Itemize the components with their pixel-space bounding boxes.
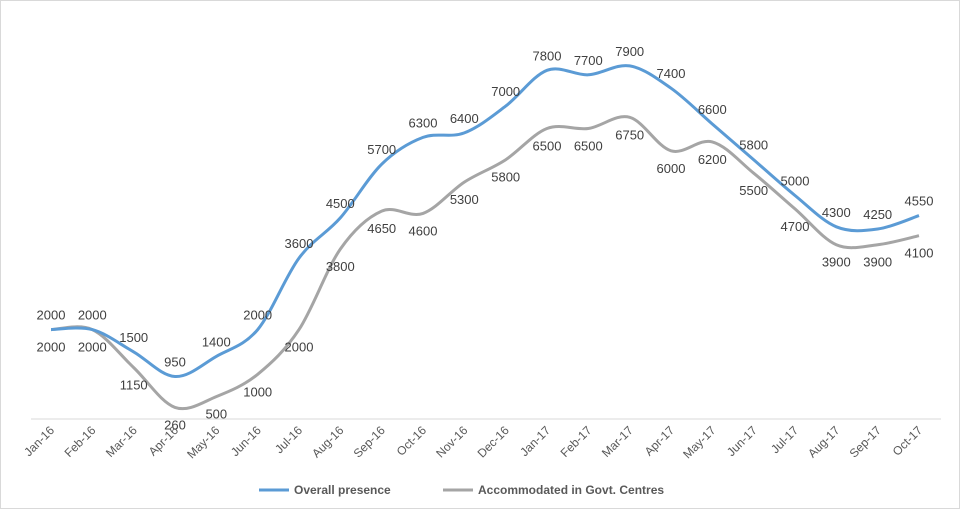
data-label-accommodated: 4650 bbox=[367, 221, 396, 236]
x-tick-label: Jun-16 bbox=[228, 423, 264, 459]
x-tick-label: Oct-17 bbox=[890, 423, 926, 459]
data-label-overall-presence: 2000 bbox=[37, 308, 66, 323]
data-label-accommodated: 5300 bbox=[450, 192, 479, 207]
data-label-overall-presence: 6300 bbox=[409, 115, 438, 130]
data-labels: 2000 2000 1500 950 1400 2000 3600 4500 5700 6300 6… bbox=[37, 44, 934, 432]
data-label-overall-presence: 4550 bbox=[905, 194, 934, 209]
data-label-accommodated: 4700 bbox=[781, 219, 810, 234]
x-tick-label: Feb-17 bbox=[558, 423, 595, 460]
x-tick-label: Apr-17 bbox=[642, 423, 678, 459]
data-label-accommodated: 3900 bbox=[863, 255, 892, 270]
data-label-accommodated: 4600 bbox=[409, 223, 438, 238]
x-tick-label: Sep-17 bbox=[847, 423, 884, 460]
data-label-overall-presence: 7700 bbox=[574, 53, 603, 68]
data-label-accommodated: 6750 bbox=[615, 127, 644, 142]
series-line-accommodated bbox=[50, 115, 920, 411]
data-label-overall-presence: 7800 bbox=[533, 48, 562, 63]
data-label-accommodated: 500 bbox=[205, 407, 227, 422]
data-label-overall-presence: 6400 bbox=[450, 111, 479, 126]
x-tick-label: Jun-17 bbox=[724, 423, 760, 459]
data-label-overall-presence: 2000 bbox=[243, 308, 272, 323]
data-label-accommodated: 2000 bbox=[285, 340, 314, 355]
data-label-overall-presence: 3600 bbox=[285, 236, 314, 251]
data-label-overall-presence: 1500 bbox=[119, 330, 148, 345]
x-tick-label: Jul-16 bbox=[272, 423, 305, 456]
x-tick-label: Dec-16 bbox=[475, 423, 512, 460]
data-label-accommodated: 5800 bbox=[491, 170, 520, 185]
x-tick-label: Aug-16 bbox=[309, 423, 346, 460]
data-label-overall-presence: 4300 bbox=[822, 205, 851, 220]
data-label-overall-presence: 4500 bbox=[326, 196, 355, 211]
data-label-accommodated: 2000 bbox=[78, 340, 107, 355]
data-label-overall-presence: 1400 bbox=[202, 334, 231, 349]
x-tick-labels: Jan-16 Feb-16 Mar-16 Apr-16 May-16 Jun-16 Jul-… bbox=[21, 423, 925, 461]
data-label-accommodated: 6000 bbox=[657, 161, 686, 176]
data-label-overall-presence: 5800 bbox=[739, 138, 768, 153]
data-label-overall-presence: 950 bbox=[164, 355, 186, 370]
x-tick-label: Nov-16 bbox=[433, 423, 470, 460]
data-label-accommodated: 1150 bbox=[120, 378, 148, 393]
series-line-overall-presence bbox=[50, 64, 920, 378]
x-tick-label: May-17 bbox=[680, 423, 718, 461]
x-tick-label: Mar-16 bbox=[103, 423, 140, 460]
data-label-overall-presence: 7400 bbox=[657, 66, 686, 81]
legend-label-overall-presence: Overall presence bbox=[294, 483, 391, 497]
data-label-overall-presence: 5700 bbox=[367, 142, 396, 157]
x-tick-label: Oct-16 bbox=[394, 423, 430, 459]
data-label-overall-presence: 7900 bbox=[615, 44, 644, 59]
data-label-accommodated: 6500 bbox=[574, 139, 603, 154]
x-tick-label: Sep-16 bbox=[351, 423, 388, 460]
legend: Overall presence Accommodated in Govt. C… bbox=[259, 483, 664, 497]
data-label-overall-presence: 6600 bbox=[698, 102, 727, 117]
data-label-overall-presence: 7000 bbox=[491, 84, 520, 99]
x-tick-label: Jan-16 bbox=[21, 423, 57, 459]
data-label-accommodated: 3800 bbox=[326, 259, 355, 274]
legend-label-accommodated: Accommodated in Govt. Centres bbox=[478, 483, 664, 497]
data-label-overall-presence: 2000 bbox=[78, 308, 107, 323]
x-tick-label: Jan-17 bbox=[517, 423, 553, 459]
data-label-overall-presence: 4250 bbox=[863, 207, 892, 222]
data-label-accommodated: 5500 bbox=[739, 183, 768, 198]
x-tick-label: Mar-17 bbox=[599, 423, 636, 460]
data-label-accommodated: 6500 bbox=[533, 139, 562, 154]
data-label-overall-presence: 5000 bbox=[781, 174, 810, 189]
x-tick-label: Aug-17 bbox=[805, 423, 842, 460]
data-label-accommodated: 4100 bbox=[905, 246, 934, 261]
x-tick-label: Jul-17 bbox=[768, 423, 801, 456]
x-tick-label: Feb-16 bbox=[62, 423, 99, 460]
data-label-accommodated: 1000 bbox=[243, 384, 272, 399]
x-tick-label: May-16 bbox=[184, 423, 222, 461]
series-layer bbox=[50, 64, 920, 411]
data-label-accommodated: 2000 bbox=[37, 340, 66, 355]
data-label-accommodated: 6200 bbox=[698, 152, 727, 167]
data-label-accommodated: 260 bbox=[164, 417, 186, 432]
data-label-accommodated: 3900 bbox=[822, 255, 851, 270]
